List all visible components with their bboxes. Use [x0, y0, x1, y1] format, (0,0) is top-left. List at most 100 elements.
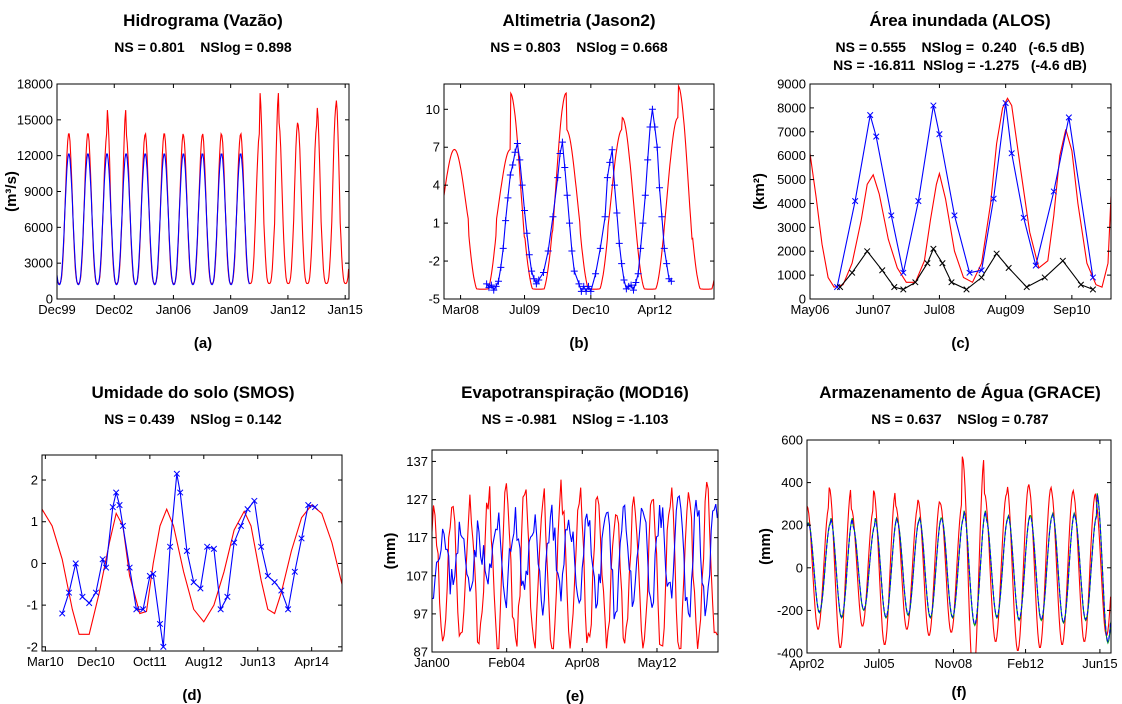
data-point-marker	[587, 287, 595, 295]
data-point-marker	[244, 506, 251, 513]
data-point-marker	[888, 212, 895, 219]
series-line-red	[810, 97, 1111, 288]
data-point-marker	[224, 593, 231, 600]
data-point-marker	[72, 560, 79, 567]
series-line-red	[444, 84, 714, 290]
y-tick-label: 2000	[777, 244, 806, 259]
y-tick-label: 1000	[777, 268, 806, 283]
plot-area	[807, 456, 1111, 653]
panel-title: Evapotranspiração (MOD16)	[461, 383, 689, 402]
y-tick-label: -200	[777, 603, 803, 618]
data-point-marker	[570, 267, 578, 275]
data-point-marker	[833, 283, 841, 291]
panel-title: Altimetria (Jason2)	[502, 11, 655, 30]
x-tick-label: Jul08	[924, 302, 955, 317]
data-point-marker	[150, 570, 157, 578]
data-point-marker	[1089, 286, 1097, 293]
x-tick-label: Aug12	[185, 654, 223, 669]
x-tick-label: Jun07	[855, 302, 890, 317]
data-point-marker	[523, 229, 531, 237]
x-tick-label: Apr02	[790, 656, 825, 671]
data-point-marker	[525, 251, 533, 259]
y-tick-label: 7	[433, 140, 440, 155]
x-tick-label: Apr08	[565, 655, 600, 670]
y-tick-label: 4	[433, 178, 440, 193]
data-point-marker	[601, 213, 609, 221]
y-tick-label: -2	[26, 639, 38, 654]
data-point-marker	[851, 197, 859, 205]
axes-box	[443, 83, 715, 300]
data-point-marker	[291, 568, 298, 575]
series-line-blue	[836, 103, 1094, 288]
y-tick-label: 0	[796, 560, 803, 575]
data-point-marker	[658, 213, 666, 221]
data-point-marker	[497, 263, 505, 271]
data-point-marker	[483, 280, 491, 288]
data-point-marker	[516, 156, 524, 164]
panel-f: Armazenamento de Água (GRACE) NS = 0.637 …	[757, 383, 1118, 701]
data-point-marker	[615, 239, 623, 247]
data-point-marker	[487, 281, 495, 289]
data-point-marker	[210, 545, 218, 552]
y-tick-label: 8000	[777, 100, 806, 115]
axes-box	[431, 449, 719, 653]
data-point-marker	[978, 274, 985, 281]
panel-label: (a)	[194, 335, 212, 352]
data-point-marker	[634, 270, 642, 278]
data-point-marker	[1059, 257, 1066, 264]
panel-label: (c)	[951, 335, 969, 352]
data-point-marker	[930, 102, 937, 109]
data-point-marker	[257, 543, 265, 550]
panel-label: (b)	[569, 335, 588, 352]
y-tick-label: -400	[777, 646, 803, 661]
series-line-blue	[61, 473, 316, 647]
y-tick-label: 3000	[24, 256, 53, 271]
data-point-marker	[1023, 283, 1030, 291]
x-tick-label: Nov08	[935, 656, 973, 671]
data-point-marker	[79, 593, 86, 600]
data-point-marker	[561, 163, 569, 171]
y-tick-label: 7000	[777, 124, 806, 139]
x-tick-label: Jan00	[414, 655, 449, 670]
series-line-red	[432, 479, 718, 650]
data-point-marker	[648, 105, 656, 113]
data-point-marker	[1002, 99, 1009, 107]
data-point-marker	[494, 277, 502, 285]
data-point-marker	[966, 269, 973, 276]
plot-area	[810, 97, 1111, 293]
data-point-marker	[575, 280, 583, 288]
data-point-marker	[230, 539, 238, 546]
y-tick-label: 10	[426, 102, 440, 117]
axes-box	[806, 439, 1112, 654]
y-tick-label: -1	[26, 598, 38, 613]
y-tick-label: 117	[407, 530, 428, 545]
y-tick-label: -2	[428, 254, 440, 269]
data-point-marker	[116, 501, 123, 509]
data-point-marker	[271, 579, 278, 586]
data-point-marker	[1020, 214, 1027, 221]
x-tick-label: Dec99	[38, 302, 76, 317]
data-point-marker	[166, 543, 174, 550]
x-tick-label: Oct11	[133, 654, 167, 669]
data-point-marker	[620, 276, 628, 284]
panel-stats: NS = 0.439 NSlog = 0.142	[104, 411, 282, 427]
plot-area	[444, 84, 714, 295]
data-point-marker	[606, 158, 614, 166]
series-line-black	[839, 247, 1094, 291]
y-tick-label: 137	[406, 454, 428, 469]
panel-a: Hidrograma (Vazão) NS = 0.801 NSlog = 0.8…	[3, 11, 363, 352]
y-tick-label: 600	[781, 433, 803, 448]
data-point-marker	[924, 260, 931, 267]
y-tick-label: 5000	[777, 172, 806, 187]
x-tick-label: Sep10	[1053, 302, 1091, 317]
data-point-marker	[639, 219, 647, 227]
data-point-marker	[160, 643, 167, 650]
data-point-marker	[644, 156, 652, 164]
data-point-marker	[504, 194, 512, 202]
axes-box	[809, 83, 1112, 300]
data-point-marker	[563, 191, 571, 199]
data-point-marker	[237, 522, 245, 530]
data-point-marker	[891, 283, 898, 291]
data-point-marker	[183, 547, 191, 555]
y-tick-label: 0	[799, 292, 806, 307]
